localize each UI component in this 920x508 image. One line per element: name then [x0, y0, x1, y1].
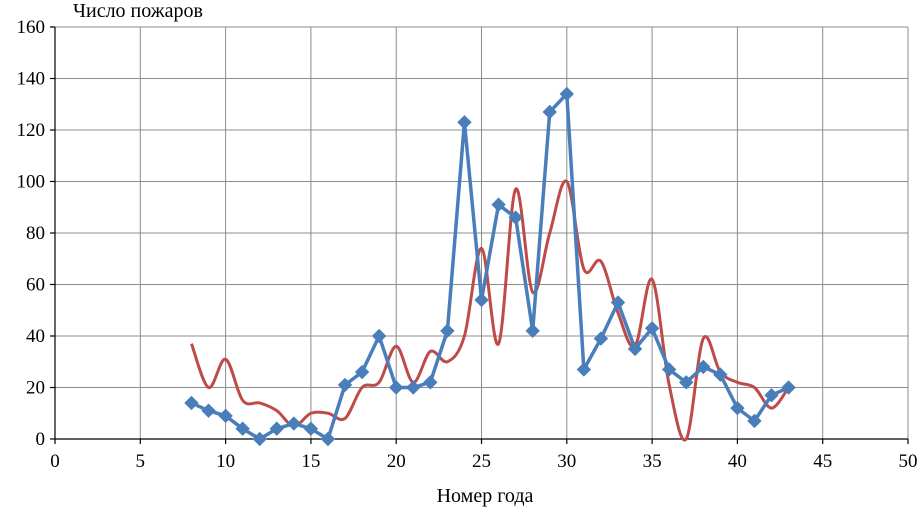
- data-point-marker: [269, 421, 284, 436]
- data-point-marker: [747, 413, 762, 429]
- data-point-marker: [713, 367, 728, 382]
- data-point-marker: [388, 380, 404, 395]
- series-line-smooth: [190, 179, 790, 442]
- data-point-marker: [252, 431, 267, 447]
- x-tick-label: 20: [387, 451, 406, 472]
- x-tick-label: 0: [50, 451, 60, 472]
- x-tick-label: 40: [728, 451, 747, 472]
- x-tick-label: 15: [301, 451, 320, 472]
- axes: [50, 26, 909, 444]
- series-group: [184, 86, 796, 447]
- x-tick-label: 5: [136, 451, 146, 472]
- y-axis-title: Число пожаров: [73, 0, 203, 22]
- tick-labels: 0 20 40 60 80 100 120 140 160 0 5 10 15 20 25 30 35 40 45 5…: [17, 17, 918, 472]
- data-point-marker: [406, 380, 421, 395]
- data-point-marker: [474, 292, 489, 308]
- data-point-marker: [303, 421, 319, 436]
- data-point-marker: [457, 115, 472, 130]
- data-point-marker: [679, 375, 694, 390]
- data-point-marker: [423, 375, 438, 390]
- x-tick-label: 25: [472, 451, 491, 472]
- data-point-marker: [508, 210, 523, 225]
- data-point-marker: [576, 362, 592, 377]
- data-point-marker: [627, 341, 643, 357]
- data-point-marker: [440, 323, 455, 339]
- data-point-marker: [371, 328, 387, 344]
- y-tick-label: 140: [17, 69, 46, 90]
- data-point-marker: [286, 416, 302, 431]
- x-tick-label: 50: [899, 451, 918, 472]
- y-tick-label: 80: [26, 223, 45, 244]
- y-tick-label: 100: [17, 172, 46, 193]
- y-tick-label: 40: [26, 326, 45, 347]
- data-point-marker: [730, 400, 745, 416]
- data-point-marker: [320, 431, 336, 447]
- y-tick-label: 160: [17, 17, 46, 38]
- data-point-marker: [696, 359, 711, 375]
- y-tick-label: 60: [26, 275, 45, 296]
- x-tick-label: 30: [557, 451, 576, 472]
- data-point-marker: [491, 197, 506, 212]
- data-point-marker: [764, 388, 779, 403]
- data-point-marker: [337, 377, 353, 393]
- grid: [55, 26, 909, 439]
- x-axis-title: Номер года: [437, 485, 534, 507]
- data-point-marker: [610, 295, 626, 310]
- data-point-marker: [644, 321, 660, 336]
- data-point-marker: [781, 380, 796, 395]
- y-tick-label: 20: [26, 378, 45, 399]
- x-tick-label: 45: [813, 451, 832, 472]
- x-tick-label: 35: [643, 451, 662, 472]
- data-point-marker: [593, 331, 609, 346]
- data-point-marker: [354, 364, 370, 380]
- y-tick-label: 0: [36, 429, 46, 450]
- data-point-marker: [559, 86, 575, 102]
- data-point-marker: [235, 421, 250, 436]
- data-point-marker: [661, 362, 677, 377]
- data-point-marker: [542, 104, 557, 120]
- x-tick-label: 10: [216, 451, 235, 472]
- y-tick-label: 120: [17, 120, 46, 141]
- data-point-marker: [525, 323, 540, 339]
- data-point-marker: [184, 395, 199, 411]
- data-point-marker: [201, 403, 216, 418]
- data-point-marker: [218, 408, 233, 424]
